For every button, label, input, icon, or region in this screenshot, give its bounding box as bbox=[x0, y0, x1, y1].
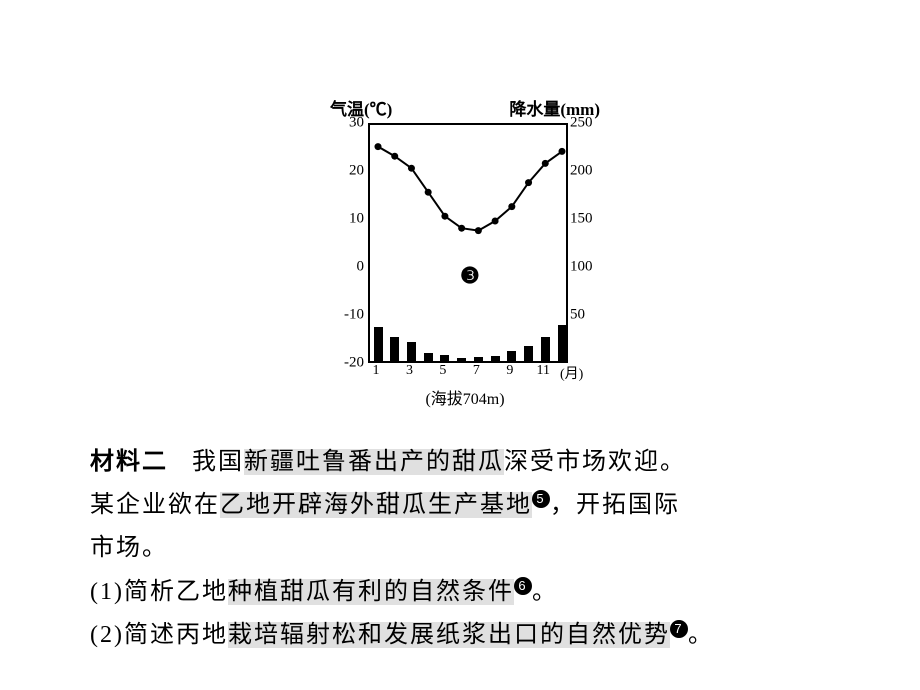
plot-area: ❸ bbox=[368, 123, 568, 363]
chart-caption: (海拔704m) bbox=[320, 385, 610, 409]
climate-chart: 气温(℃) 降水量(mm) ❸ 3020100-10-20 2502001501… bbox=[320, 95, 610, 405]
x-unit: (月) bbox=[560, 363, 583, 383]
note-6: 6 bbox=[514, 577, 532, 595]
q2a: (2)简述丙地 bbox=[90, 622, 228, 648]
q2b: 栽培辐射松和发展纸浆出口的自然优势 bbox=[228, 622, 670, 648]
material-label: 材料二 bbox=[90, 448, 168, 475]
t2c: ，开拓国际 bbox=[550, 492, 680, 518]
q1c: 。 bbox=[532, 579, 558, 605]
chart-svg bbox=[370, 125, 570, 365]
note-5: 5 bbox=[532, 490, 550, 508]
note-7: 7 bbox=[670, 620, 688, 638]
t1c: 深受市场欢迎。 bbox=[504, 449, 686, 475]
q2c: 。 bbox=[688, 622, 714, 648]
center-marker: ❸ bbox=[460, 263, 480, 289]
question-text: 材料二 我国新疆吐鲁番出产的甜瓜深受市场欢迎。 某企业欲在乙地开辟海外甜瓜生产基… bbox=[90, 440, 830, 657]
t1b: 新疆吐鲁番出产的甜瓜 bbox=[244, 449, 504, 475]
q1a: (1)简析乙地 bbox=[90, 579, 228, 605]
q1b: 种植甜瓜有利的自然条件 bbox=[228, 579, 514, 605]
t3: 市场。 bbox=[90, 535, 168, 561]
t2b: 乙地开辟海外甜瓜生产基地 bbox=[220, 492, 532, 518]
t1a: 我国 bbox=[192, 449, 244, 475]
t2a: 某企业欲在 bbox=[90, 492, 220, 518]
